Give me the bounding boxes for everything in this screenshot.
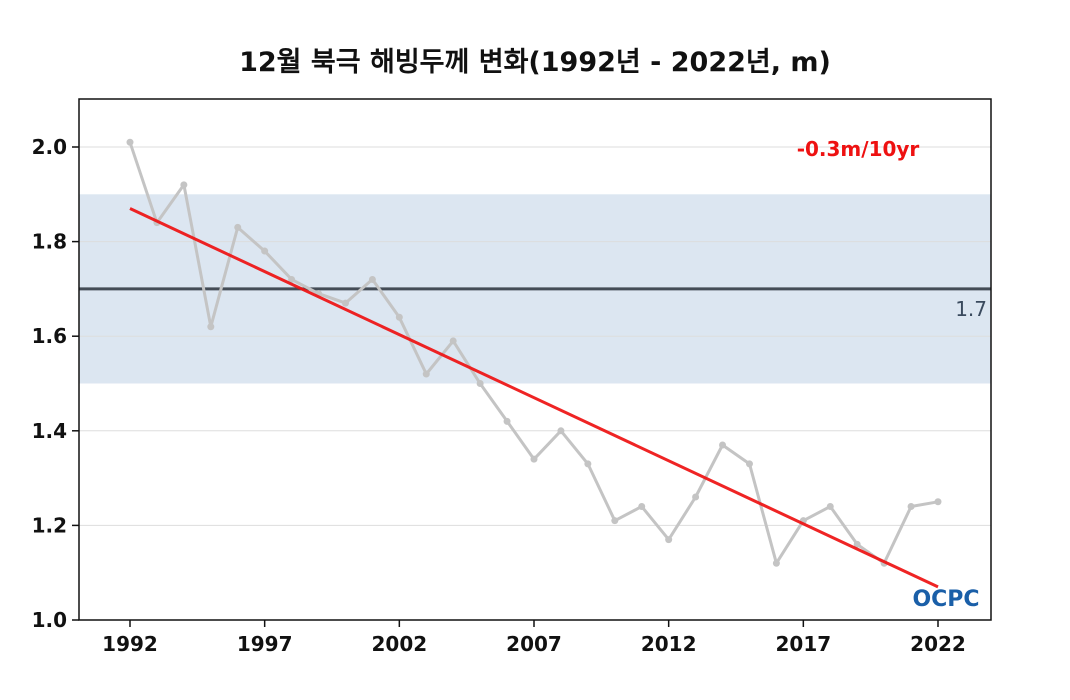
data-point-2015	[745, 460, 753, 468]
data-point-2000	[341, 299, 349, 307]
y-tick-label: 1.0	[32, 608, 67, 632]
data-point-2013	[692, 493, 700, 501]
data-point-2021	[907, 502, 915, 510]
data-point-2019	[853, 540, 861, 548]
data-point-1992	[126, 138, 134, 146]
reference-line-label: 1.7	[955, 297, 987, 321]
data-point-2003	[422, 370, 430, 378]
data-point-1994	[180, 181, 188, 189]
y-tick-label: 2.0	[32, 135, 67, 159]
data-point-1997	[261, 247, 269, 255]
data-point-1996	[234, 223, 242, 231]
data-point-2001	[368, 275, 376, 283]
y-tick-label: 1.6	[32, 324, 67, 348]
trend-line	[129, 207, 939, 589]
x-tick-label: 2022	[910, 632, 966, 656]
data-point-2014	[719, 441, 727, 449]
data-point-2002	[395, 313, 403, 321]
x-tick-label: 1997	[237, 632, 293, 656]
trend-label: -0.3m/10yr	[797, 137, 920, 161]
x-tick-label: 2002	[371, 632, 427, 656]
data-point-2010	[611, 517, 619, 525]
x-tick-label: 2012	[641, 632, 697, 656]
data-point-2008	[557, 427, 565, 435]
x-tick-label: 1992	[102, 632, 158, 656]
y-tick-label: 1.8	[32, 230, 67, 254]
data-point-2018	[826, 502, 834, 510]
data-point-2012	[665, 536, 673, 544]
data-point-1995	[207, 323, 215, 331]
data-point-2004	[449, 337, 457, 345]
y-tick-label: 1.4	[32, 419, 67, 443]
plot-area: 1.7 1.0 1.2 1.4 1.6 1.8 2.0 1992 1997 2002 2007 201…	[32, 98, 992, 656]
data-point-2007	[530, 455, 538, 463]
x-tick-label: 2017	[775, 632, 831, 656]
y-tick-label: 1.2	[32, 513, 67, 537]
data-point-2011	[638, 502, 646, 510]
data-point-2009	[584, 460, 592, 468]
data-point-2005	[476, 380, 484, 387]
data-point-2006	[503, 417, 511, 425]
plot-frame	[78, 98, 992, 621]
chart-title: 12월 북극 해빙두께 변화(1992년 - 2022년, m)	[239, 47, 831, 78]
data-point-2022	[934, 498, 942, 506]
x-tick-label: 2007	[506, 632, 562, 656]
data-point-2016	[772, 559, 780, 567]
data-point-1998	[288, 275, 296, 283]
ocpc-logo: OCPC	[912, 587, 979, 612]
